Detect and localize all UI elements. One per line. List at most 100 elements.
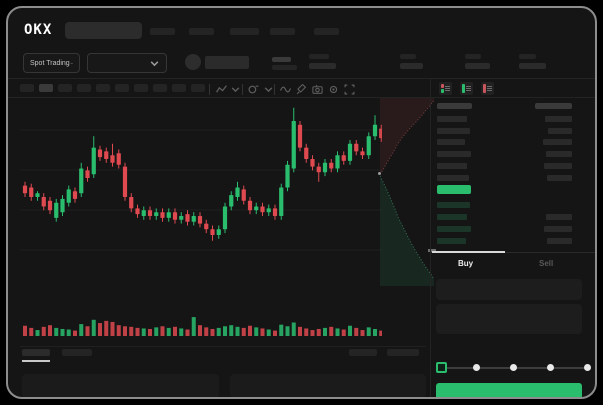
price-placeholder — [437, 202, 470, 208]
compare-icon[interactable] — [248, 84, 259, 95]
book-bids-icon[interactable] — [460, 82, 473, 95]
interval-button[interactable] — [134, 84, 148, 92]
last-price-placeholder — [272, 57, 291, 62]
slider-stop[interactable] — [473, 364, 481, 371]
orderbook-asks — [437, 113, 572, 184]
orderbook-header-amount — [535, 103, 572, 109]
chevron-down-icon[interactable] — [263, 84, 274, 95]
ask-row[interactable] — [437, 137, 572, 149]
price-field[interactable] — [436, 279, 582, 300]
price-placeholder — [437, 163, 467, 170]
chevron-down-icon[interactable] — [230, 84, 241, 95]
toolbar-divider — [209, 84, 210, 95]
bottom-tab-underline — [22, 360, 50, 362]
draw-icon[interactable] — [296, 84, 307, 95]
stat-value-placeholder — [309, 63, 336, 69]
amount-placeholder — [544, 226, 572, 232]
last-price-bar[interactable] — [437, 185, 471, 194]
buy-tab-underline — [432, 251, 505, 253]
candlestick-chart[interactable] — [20, 98, 382, 294]
amount-placeholder — [547, 174, 572, 181]
nav-item-placeholder[interactable] — [270, 28, 295, 35]
ask-row[interactable] — [437, 160, 572, 172]
book-icon-rows — [466, 84, 471, 93]
fullscreen-icon[interactable] — [344, 84, 355, 95]
line-type-icon[interactable] — [280, 84, 291, 95]
nav-item-placeholder[interactable] — [189, 28, 214, 35]
bottom-panel-right — [230, 374, 426, 397]
chevron-down-icon — [70, 62, 73, 64]
bottom-tab[interactable] — [62, 349, 92, 356]
price-placeholder — [437, 151, 471, 158]
okx-logo: OKX — [24, 22, 53, 38]
nav-item-placeholder[interactable] — [150, 28, 175, 35]
price-placeholder — [437, 238, 466, 244]
amount-slider[interactable] — [436, 362, 591, 374]
interval-button[interactable] — [172, 84, 186, 92]
settings-icon[interactable] — [328, 84, 339, 95]
slider-stop[interactable] — [546, 364, 554, 371]
ask-row[interactable] — [437, 148, 572, 160]
interval-button[interactable] — [39, 84, 53, 92]
tab-sell[interactable]: Sell — [539, 259, 554, 268]
bottom-action[interactable] — [387, 349, 419, 356]
price-placeholder — [437, 226, 471, 232]
interval-button[interactable] — [115, 84, 129, 92]
book-icon-col — [441, 84, 444, 93]
toolbar-divider — [274, 84, 275, 95]
bottom-action[interactable] — [349, 349, 377, 356]
tab-buy[interactable]: Buy — [458, 259, 474, 268]
interval-button[interactable] — [191, 84, 205, 92]
bottom-panel-left — [22, 374, 219, 397]
toolbar-divider — [242, 84, 243, 95]
interval-button[interactable] — [58, 84, 72, 92]
bottom-tab-active[interactable] — [22, 349, 50, 356]
amount-placeholder — [543, 139, 572, 146]
book-icon-rows — [487, 84, 492, 93]
depth-mid-marker — [378, 172, 381, 175]
price-placeholder — [437, 139, 465, 146]
slider-handle[interactable] — [436, 362, 447, 373]
interval-button[interactable] — [77, 84, 91, 92]
ask-row[interactable] — [437, 125, 572, 137]
market-type-dropdown[interactable]: Spot Trading — [23, 53, 80, 73]
interval-button[interactable] — [96, 84, 110, 92]
stat-label-placeholder — [465, 54, 481, 59]
book-asks-icon[interactable] — [481, 82, 494, 95]
stat-value-placeholder — [519, 63, 546, 69]
price-placeholder — [437, 127, 470, 134]
bid-row[interactable] — [437, 199, 572, 211]
interval-button[interactable] — [20, 84, 34, 92]
book-icon-col — [462, 84, 465, 93]
coin-avatar[interactable] — [185, 54, 201, 70]
app-window: OKX Spot Trading — [6, 6, 597, 399]
search-input[interactable] — [65, 22, 142, 39]
pair-selector-dropdown[interactable] — [87, 53, 167, 73]
nav-item-placeholder[interactable] — [314, 28, 339, 35]
buy-submit-button[interactable] — [436, 383, 582, 397]
bid-row[interactable] — [437, 211, 572, 223]
chevron-down-icon — [150, 60, 159, 66]
indicators-icon[interactable] — [216, 84, 227, 95]
nav-item-placeholder[interactable] — [230, 28, 259, 35]
bid-row[interactable] — [437, 235, 572, 247]
ask-row[interactable] — [437, 172, 572, 184]
price-change-placeholder — [272, 65, 297, 70]
stat-label-placeholder — [400, 54, 416, 59]
amount-placeholder — [544, 163, 572, 170]
slider-stop[interactable] — [583, 364, 591, 371]
orderbook-bids — [437, 199, 572, 247]
interval-button[interactable] — [153, 84, 167, 92]
amount-field[interactable] — [436, 304, 582, 334]
slider-stop[interactable] — [510, 364, 517, 371]
book-combined-icon[interactable] — [439, 82, 452, 95]
price-placeholder — [437, 174, 469, 181]
pair-name-placeholder — [205, 56, 249, 69]
bid-row[interactable] — [437, 223, 572, 235]
stat-value-placeholder — [400, 63, 423, 69]
book-icon-rows — [445, 84, 450, 93]
camera-icon[interactable] — [312, 84, 323, 95]
panel-divider — [430, 78, 431, 397]
ask-row[interactable] — [437, 113, 572, 125]
